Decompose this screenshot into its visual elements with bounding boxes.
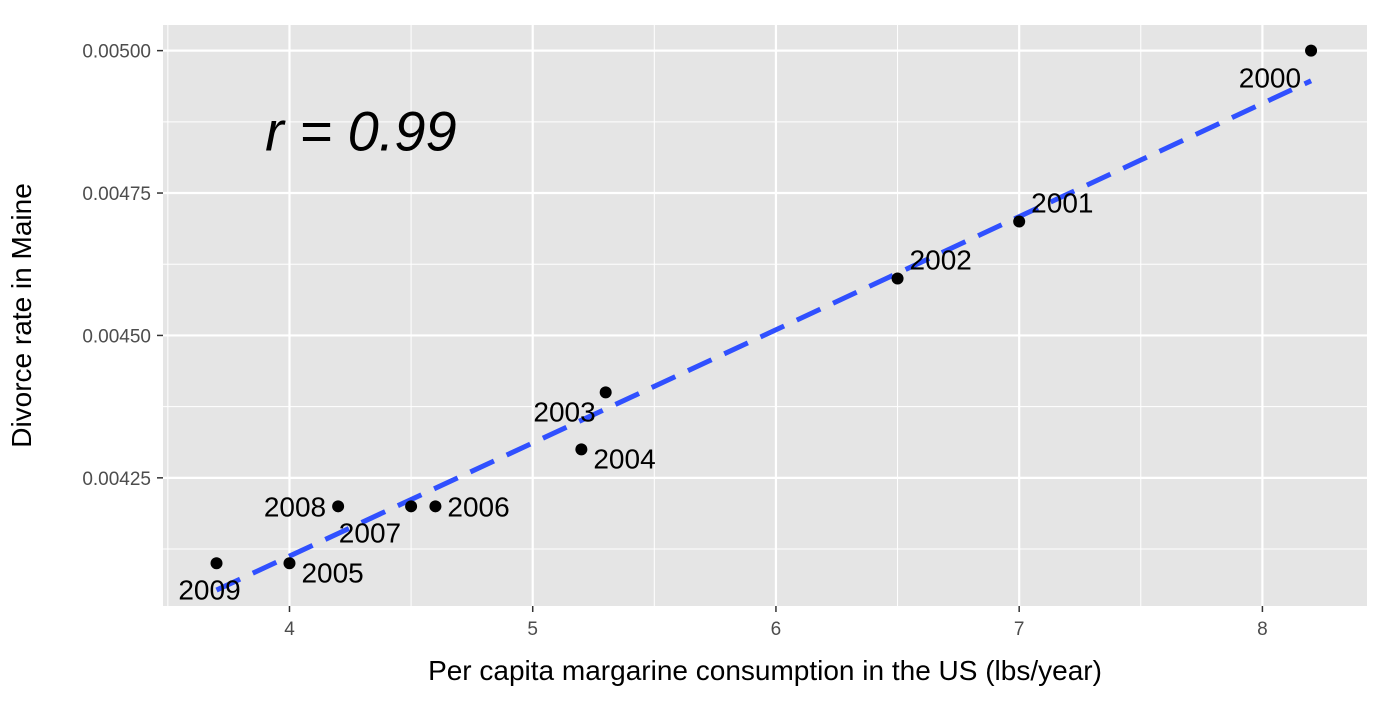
point-label: 2002 [910, 244, 972, 275]
data-point [891, 272, 904, 285]
data-point [1305, 44, 1318, 57]
y-tick-label: 0.00475 [82, 184, 151, 205]
point-label: 2004 [593, 443, 655, 474]
correlation-annotation: r = 0.99 [265, 99, 456, 162]
data-point [599, 386, 612, 399]
data-point [332, 500, 345, 513]
data-point [283, 557, 296, 570]
data-point [429, 500, 442, 513]
point-labels: 2000 2001 2002 2003 2004 2005 2006 2007 2008 2009 [178, 63, 1301, 606]
point-label: 2007 [339, 517, 401, 548]
data-point [575, 443, 588, 456]
y-tick-label: 0.00450 [82, 326, 151, 347]
x-tick-label: 8 [1257, 619, 1268, 640]
data-points [210, 44, 1318, 570]
point-label: 2009 [178, 574, 240, 605]
x-tick-label: 6 [771, 619, 782, 640]
major-gridlines [163, 25, 1367, 606]
y-tick-label: 0.00425 [82, 469, 151, 490]
minor-gridlines [163, 25, 1367, 606]
point-label: 2006 [447, 491, 509, 522]
point-label: 2000 [1239, 63, 1301, 94]
data-point [1013, 215, 1026, 228]
x-axis: 4 5 6 7 8 [284, 606, 1268, 640]
point-label: 2008 [264, 491, 326, 522]
data-point [210, 557, 223, 570]
x-axis-title: Per capita margarine consumption in the … [428, 655, 1102, 686]
data-point [405, 500, 418, 513]
point-label: 2003 [533, 396, 595, 427]
point-label: 2001 [1031, 188, 1093, 219]
point-label: 2005 [301, 557, 363, 588]
x-tick-label: 7 [1014, 619, 1025, 640]
y-axis-title: Divorce rate in Maine [6, 183, 37, 448]
x-tick-label: 4 [284, 619, 295, 640]
y-tick-label: 0.00500 [82, 42, 151, 63]
y-axis: 0.00425 0.00450 0.00475 0.00500 [82, 42, 163, 490]
trend-line [215, 78, 1313, 593]
x-tick-label: 5 [527, 619, 538, 640]
